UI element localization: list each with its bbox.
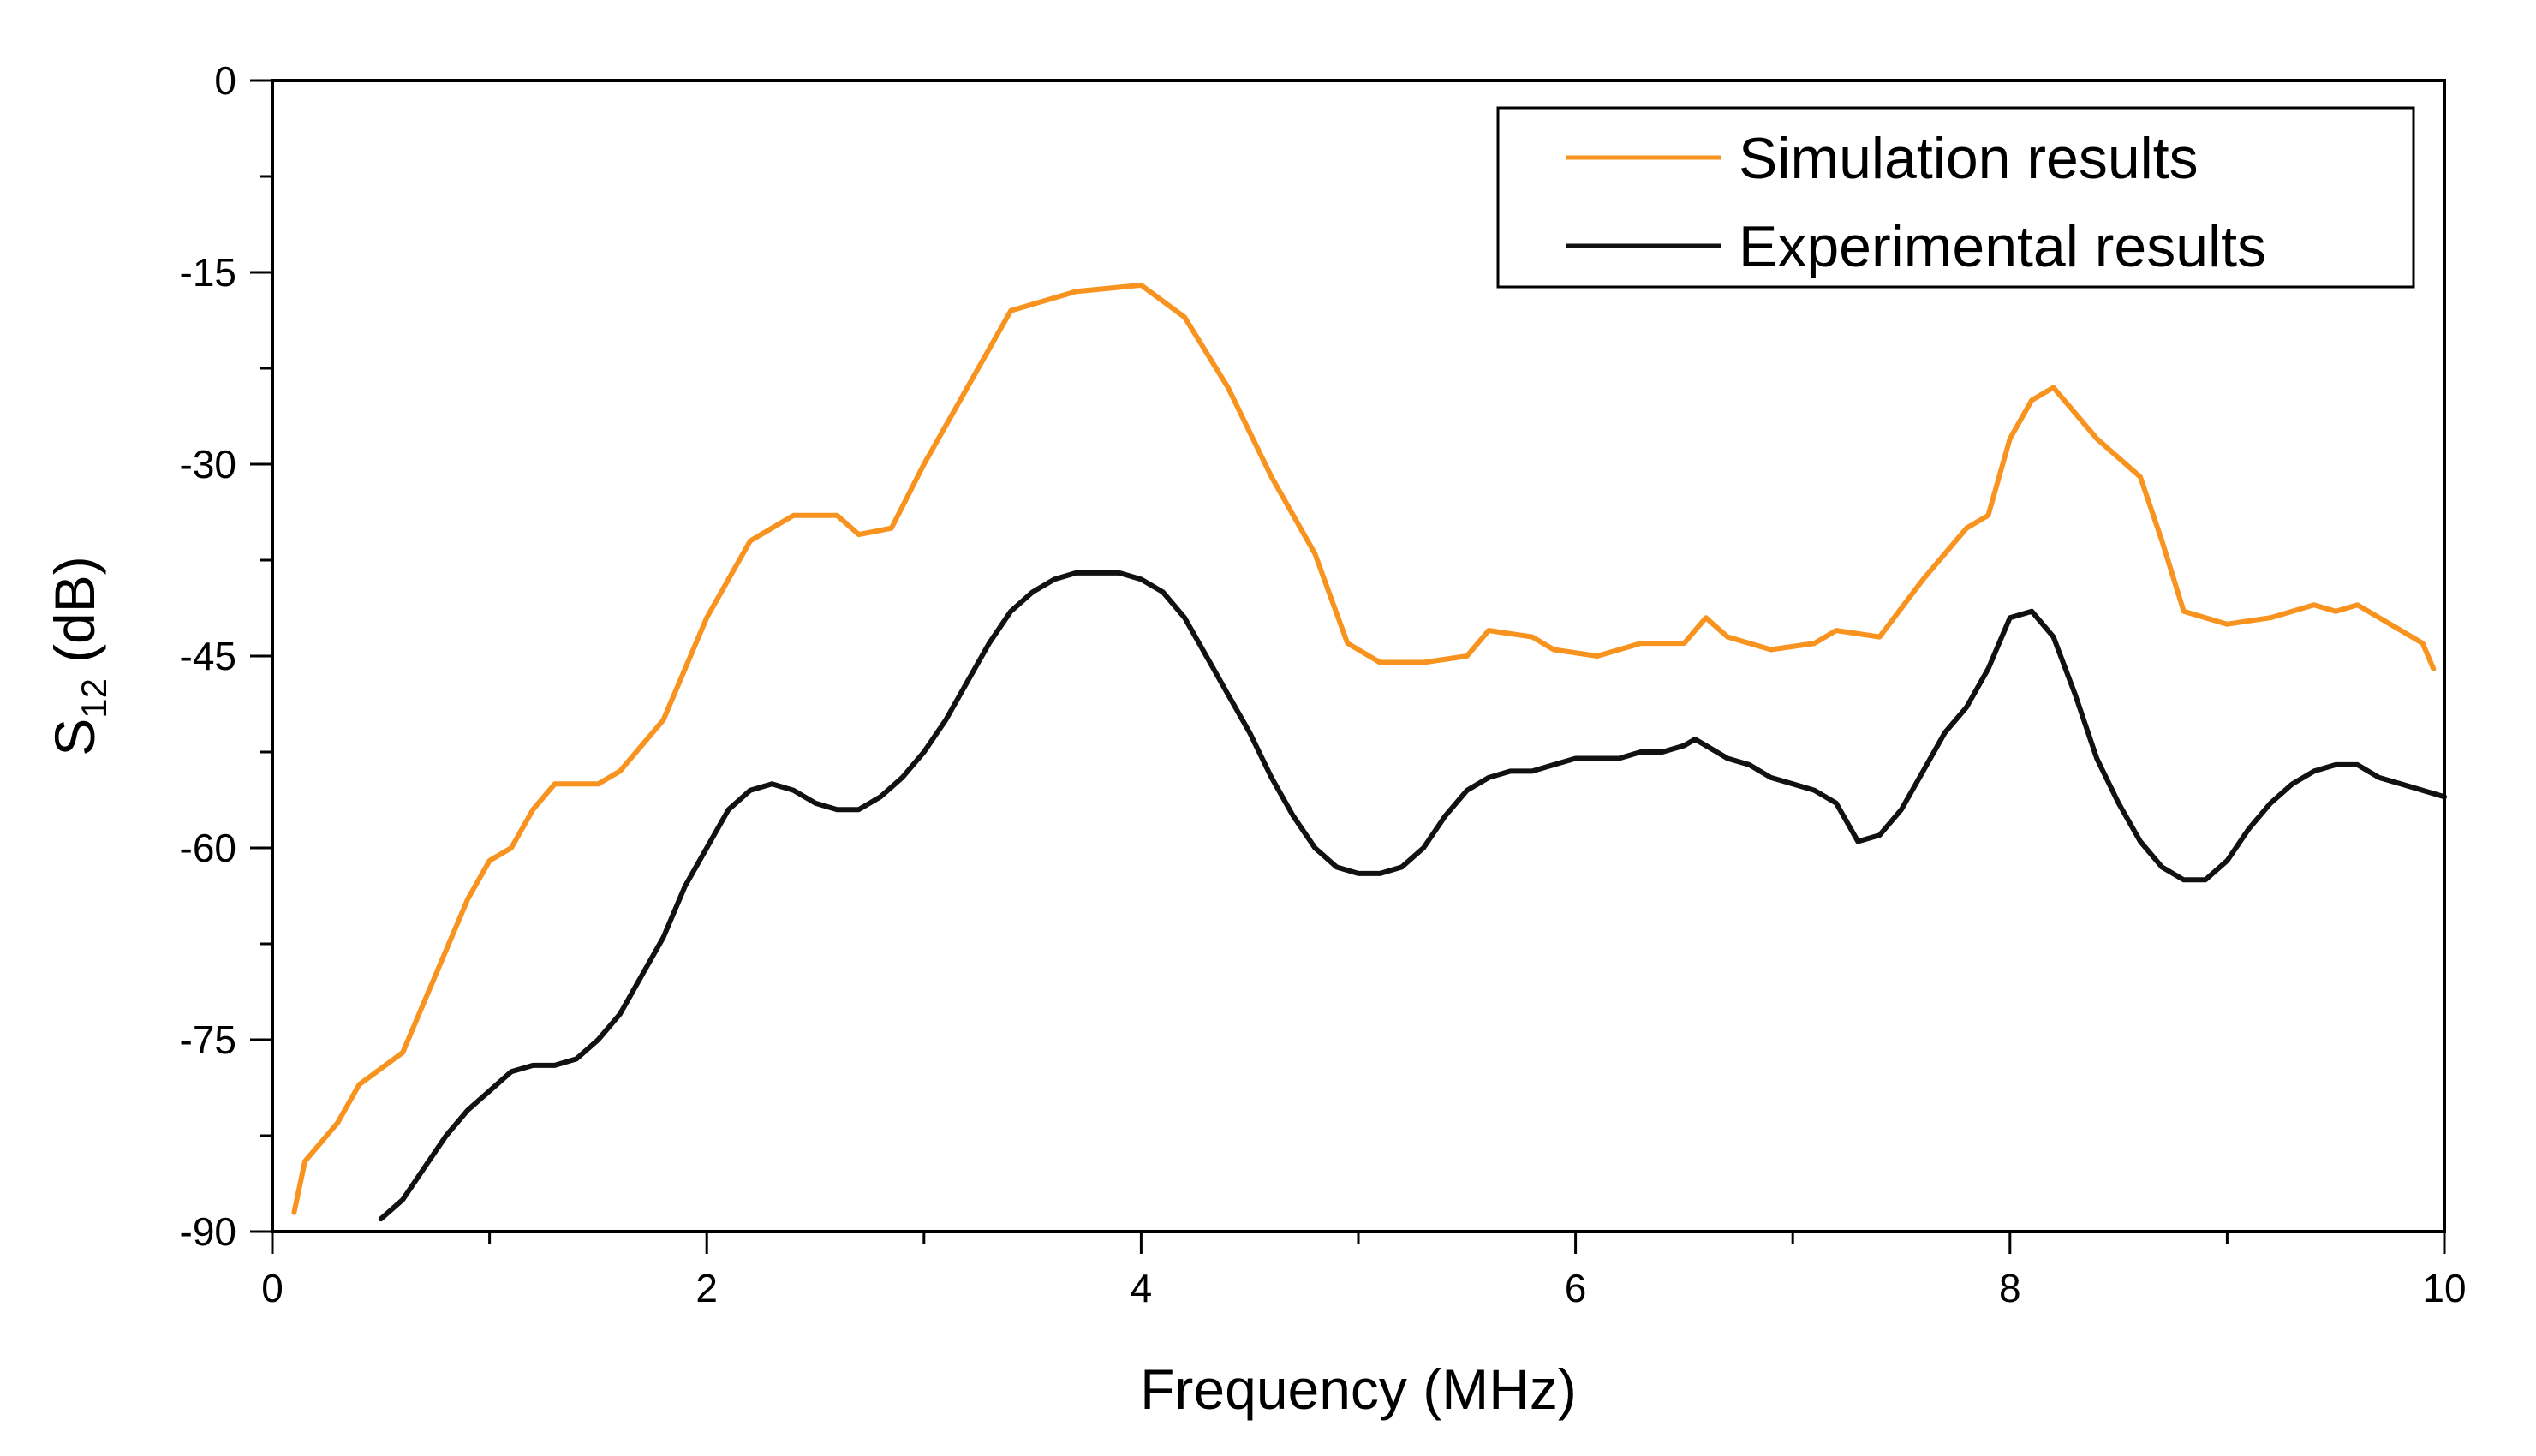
x-tick-label: 10 xyxy=(2422,1266,2466,1310)
y-tick-label: -45 xyxy=(180,634,236,678)
y-tick-label: -60 xyxy=(180,826,236,870)
legend-label-simulation: Simulation results xyxy=(1739,126,2199,191)
y-tick-label: -15 xyxy=(180,250,236,295)
x-tick-label: 2 xyxy=(695,1266,718,1310)
y-axis-title-unit: (dB) xyxy=(43,556,106,663)
y-tick-label: 0 xyxy=(214,58,236,103)
series-line-simulation xyxy=(291,282,2437,1215)
y-tick-label: -75 xyxy=(180,1017,236,1062)
y-axis-title: S12 (dB) xyxy=(43,556,114,755)
x-axis-title: Frequency (MHz) xyxy=(1140,1358,1577,1421)
legend: Simulation results Experimental results xyxy=(1496,106,2415,289)
y-axis-ticks: 0 -15 -30 -45 -60 -75 -90 xyxy=(180,58,272,1254)
y-axis-title-main: S xyxy=(43,719,106,756)
y-tick-label: -90 xyxy=(180,1209,236,1254)
y-axis-title-subscript: 12 xyxy=(74,678,114,719)
x-axis-ticks: 0 2 4 6 8 10 xyxy=(261,1232,2467,1310)
series-line-experimental xyxy=(378,570,2447,1222)
legend-box xyxy=(1496,106,2415,289)
x-tick-label: 6 xyxy=(1565,1266,1587,1310)
series-layer xyxy=(291,282,2447,1222)
y-tick-label: -30 xyxy=(180,442,236,486)
x-tick-label: 4 xyxy=(1131,1266,1153,1310)
x-tick-label: 0 xyxy=(261,1266,283,1310)
x-tick-label: 8 xyxy=(1999,1266,2021,1310)
legend-label-experimental: Experimental results xyxy=(1739,214,2266,279)
